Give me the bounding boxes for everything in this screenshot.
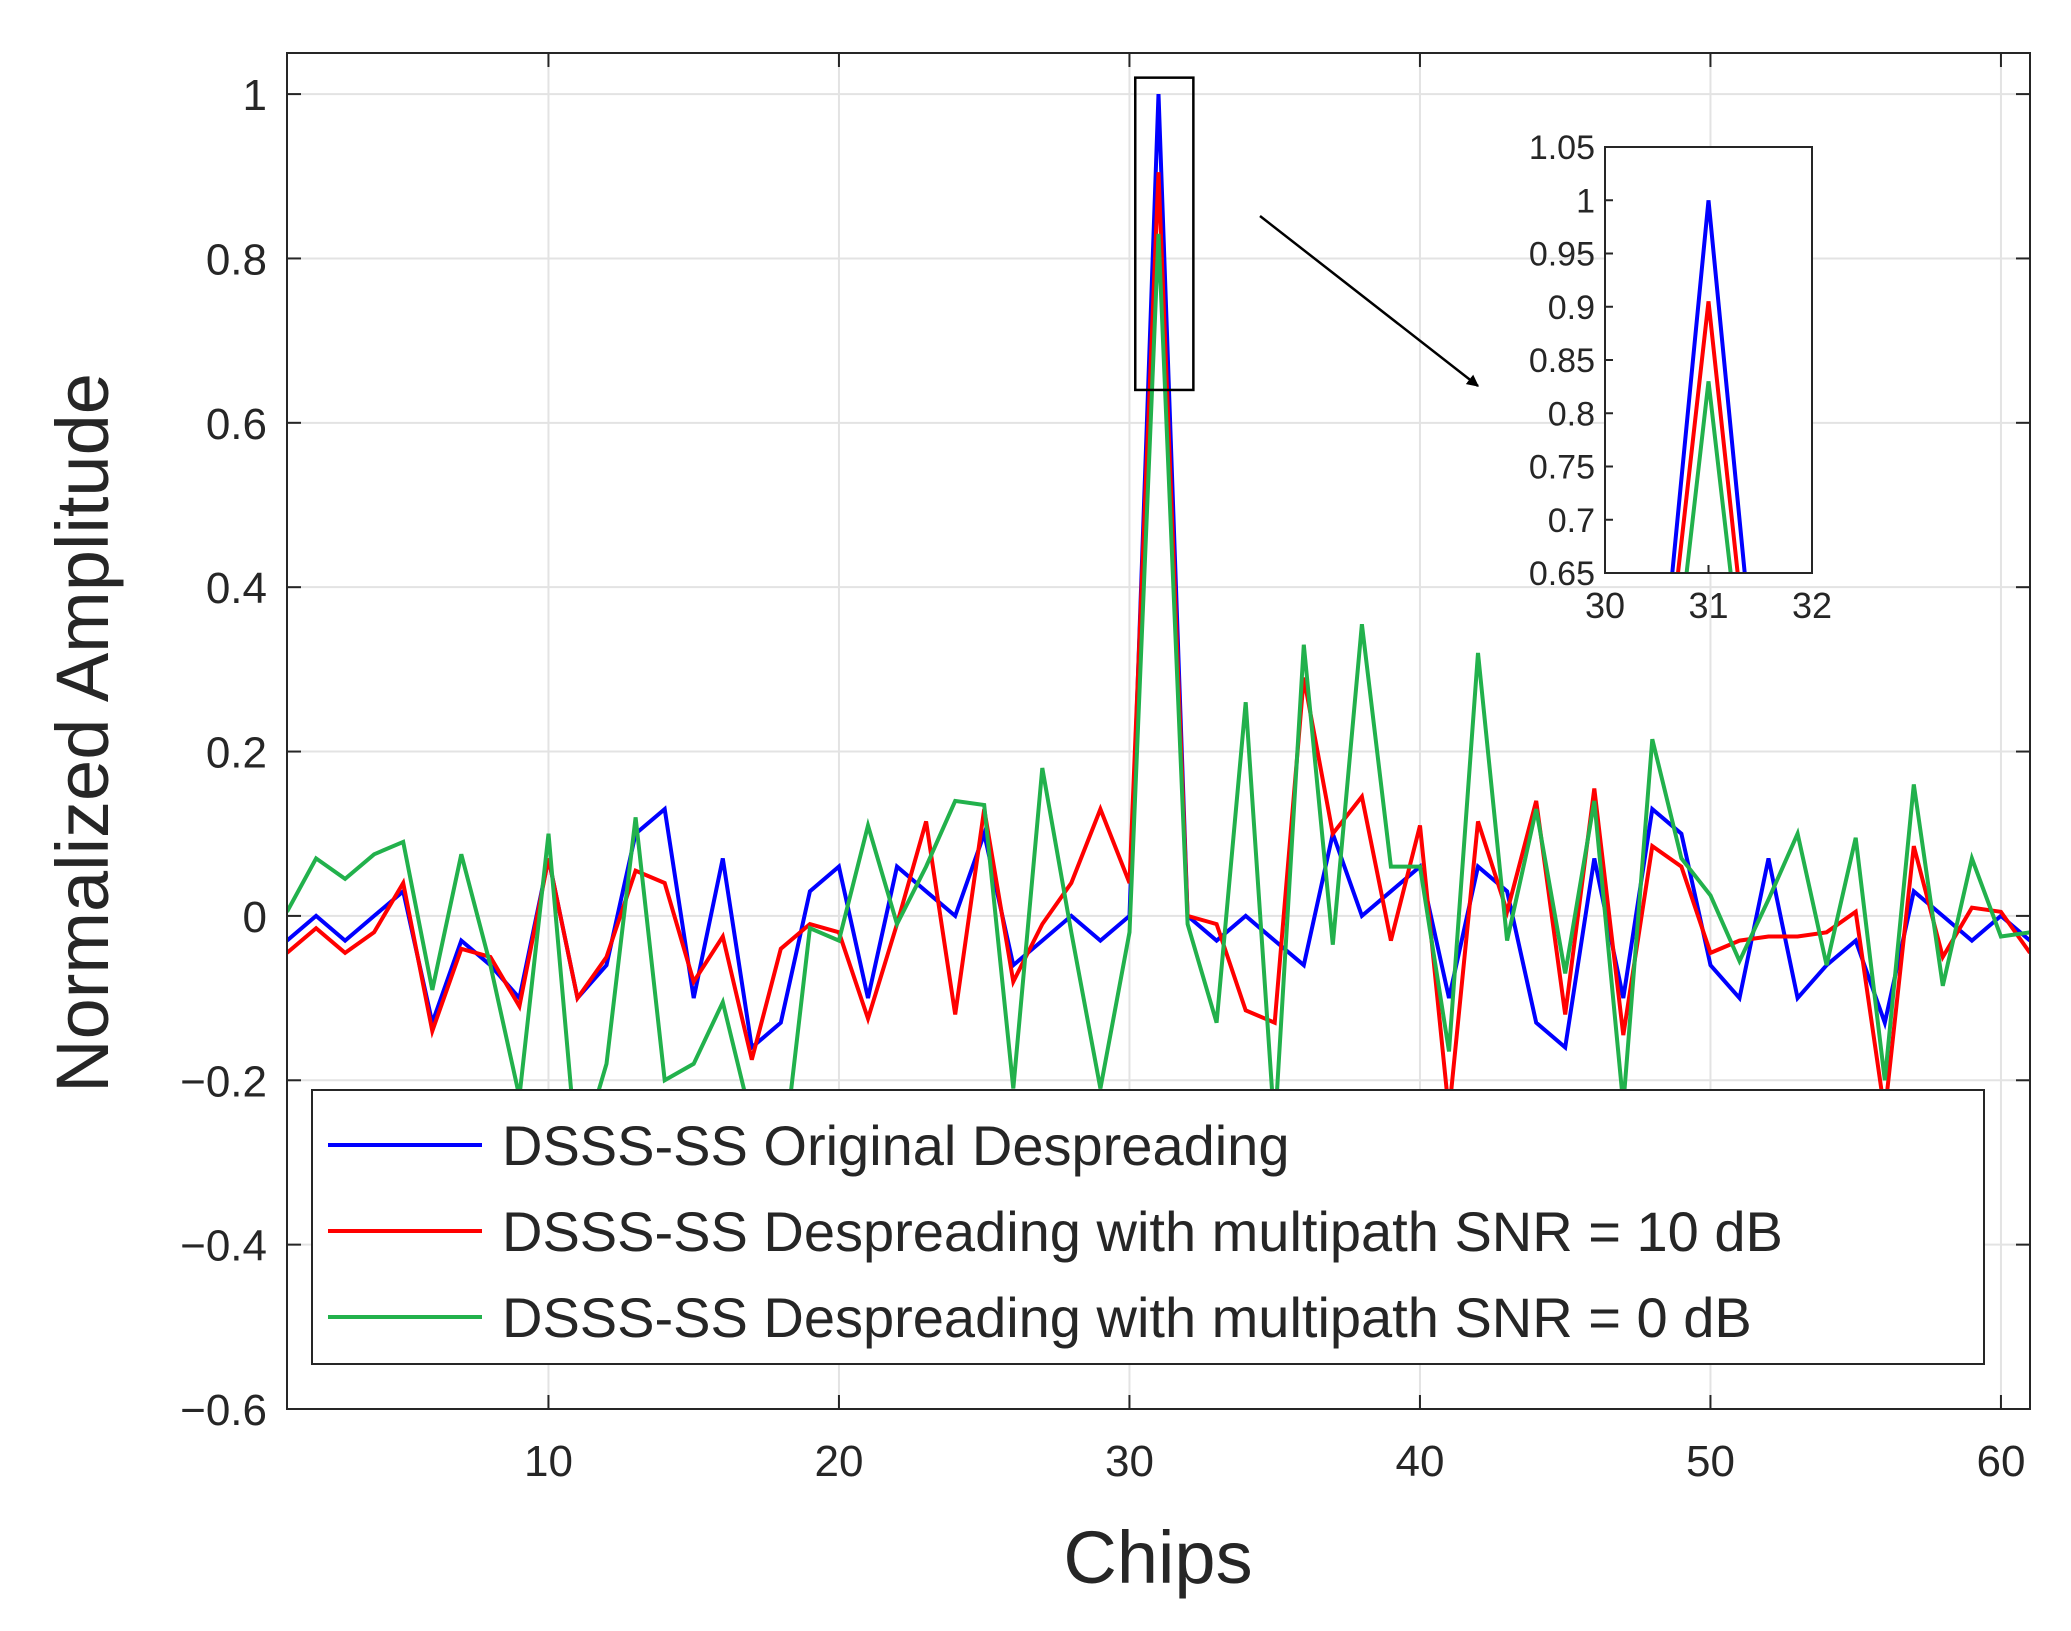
inset-series-line-1 [1670, 200, 1747, 573]
y-tick-label: 0.2 [206, 729, 267, 778]
x-tick-label: 30 [1105, 1437, 1154, 1486]
inset-x-tick-label: 30 [1585, 585, 1625, 626]
y-tick-label: −0.2 [180, 1057, 267, 1106]
series-line-2 [287, 172, 2030, 1114]
x-axis-label: Chips [1063, 1516, 1252, 1599]
inset-y-tick-label: 0.75 [1529, 449, 1595, 487]
zoom-arrow [1259, 215, 1479, 387]
y-tick-label: 0.8 [206, 235, 267, 284]
y-tick-label: 0.6 [206, 400, 267, 449]
x-tick-label: 10 [524, 1437, 573, 1486]
y-tick-label: 1 [243, 71, 267, 120]
annotation-layer [1134, 76, 1479, 392]
x-tick-label: 20 [814, 1437, 863, 1486]
legend-box [311, 1089, 1985, 1365]
inset-x-tick-label: 32 [1792, 585, 1832, 626]
inset-y-tick-label: 1 [1576, 182, 1595, 220]
inset-frame [1604, 146, 1813, 574]
y-axis-label: Normalized Amplitude [41, 373, 124, 1093]
inset-x-tick-label: 31 [1688, 585, 1728, 626]
plot-frame [286, 52, 2031, 1410]
zoom-box [1134, 76, 1195, 392]
x-tick-label: 50 [1686, 1437, 1735, 1486]
x-tick-label: 40 [1395, 1437, 1444, 1486]
inset-series-line-2 [1675, 301, 1740, 573]
inset-y-tick-label: 0.8 [1548, 395, 1595, 433]
legend-label-2: DSSS-SS Despreading with multipath SNR =… [502, 1200, 1783, 1263]
y-tick-label: −0.4 [180, 1222, 267, 1271]
x-tick-label: 60 [1976, 1437, 2025, 1486]
axes-layer: 10 20 30 40 50 60 −0.6 −0.4 −0.2 0 0.2 0.4 0.6 0.8 1 [180, 52, 2031, 1486]
inset-y-tick-label: 0.7 [1548, 502, 1595, 540]
y-tick-label: −0.6 [180, 1386, 267, 1435]
legend-label-1: DSSS-SS Original Despreading [502, 1114, 1289, 1177]
inset-y-tick-label: 0.85 [1529, 342, 1595, 380]
inset-chart: 30 31 32 0.65 0.7 0.75 0.8 0.85 0.9 0.95 1 1.05 [1529, 129, 1832, 626]
inset-series-layer [1670, 200, 1747, 573]
inset-y-tick-label: 0.95 [1529, 236, 1595, 274]
inset-y-tick-label: 1.05 [1529, 129, 1595, 167]
legend-label-3: DSSS-SS Despreading with multipath SNR =… [502, 1286, 1752, 1349]
y-tick-label: 0.4 [206, 564, 267, 613]
inset-y-tick-label: 0.9 [1548, 289, 1595, 327]
legend: DSSS-SS Original Despreading DSSS-SS Desp… [311, 1089, 1985, 1365]
inset-series-line-3 [1684, 381, 1733, 573]
inset-y-tick-label: 0.65 [1529, 555, 1595, 593]
y-tick-label: 0 [243, 893, 267, 942]
